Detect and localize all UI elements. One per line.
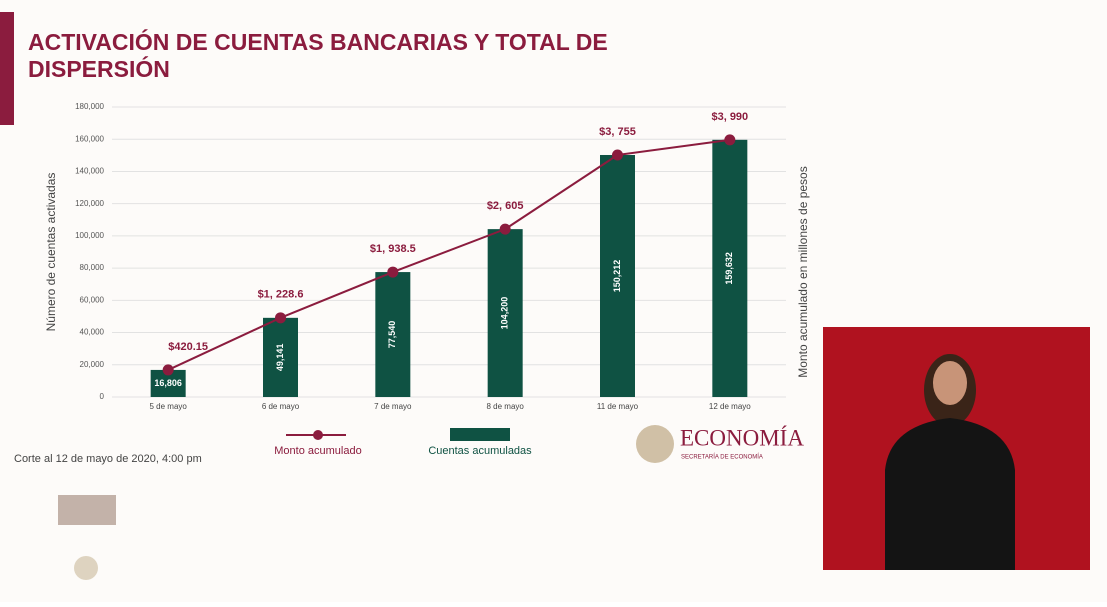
logo-seal [74, 556, 98, 580]
line [167, 138, 730, 371]
x-tick-label: 12 de mayo [709, 402, 751, 411]
bar-value-label: 104,200 [500, 297, 510, 330]
x-tick-label: 11 de mayo [597, 402, 639, 411]
bar-value-label: 150,212 [612, 260, 622, 293]
line-point [724, 134, 736, 146]
line-value-label: $3, 990 [711, 111, 748, 123]
brand-name: ECONOMÍA [680, 425, 804, 450]
title: ACTIVACIÓN DE CUENTAS BANCARIAS Y TOTAL … [28, 28, 608, 55]
face [933, 361, 967, 405]
legend-label: Monto acumulado [274, 445, 361, 457]
bar [600, 154, 635, 397]
title-line2: DISPERSIÓN [28, 55, 170, 82]
y-tick-label: 20,000 [80, 360, 105, 369]
y-tick-label: 40,000 [80, 328, 105, 337]
bar-value-label: 16,806 [154, 378, 182, 388]
title-text-wrap: DISPERSIÓN [28, 55, 170, 82]
line-point [499, 223, 511, 235]
line-point [387, 266, 399, 278]
y-axis-title: Número de cuentas activadas [44, 173, 58, 332]
accent-bar [0, 12, 14, 125]
chart: 0 20,000 40,000 60,000 80,000 100,000 120,000 1… [44, 102, 810, 457]
brand-logo: ECONOMÍA SECRETARÍA DE ECONOMÍA [636, 425, 804, 463]
logo-shape [58, 495, 116, 525]
bar-value-label: 77,540 [387, 321, 397, 349]
x-tick-label: 8 de mayo [486, 402, 524, 411]
x-tick-label: 5 de mayo [149, 402, 187, 411]
footnote: Corte al 12 de mayo de 2020, 4:00 pm [14, 453, 202, 465]
line-value-label: $2, 605 [487, 200, 524, 212]
legend-marker [313, 430, 323, 440]
line-point [612, 149, 623, 161]
y-tick-label: 120,000 [75, 199, 104, 208]
y-tick-label: 60,000 [80, 295, 105, 304]
footer-logo [58, 495, 116, 580]
x-tick-label: 7 de mayo [374, 402, 412, 411]
line-point [162, 364, 174, 376]
bar [375, 272, 411, 397]
x-tick-label: 6 de mayo [262, 402, 300, 411]
brand-subtitle: SECRETARÍA DE ECONOMÍA [681, 454, 763, 461]
line-value-label: $1, 938.5 [370, 243, 416, 255]
y-tick-label: 0 [100, 392, 105, 401]
legend-label: Cuentas acumuladas [428, 445, 532, 457]
bar [263, 317, 298, 397]
y-tick-label: 80,000 [80, 263, 105, 272]
bar-value-label: 159,632 [724, 252, 734, 285]
y-tick-label: 160,000 [75, 134, 104, 143]
y-tick-label: 140,000 [75, 167, 104, 176]
bar [712, 139, 748, 397]
line-value-label: $3, 755 [599, 126, 636, 138]
legend-swatch [450, 428, 510, 441]
bar [487, 229, 523, 397]
line-value-label: $1, 228.6 [258, 289, 304, 301]
bar-value-label: 49,141 [275, 344, 285, 372]
interpreter-video [823, 327, 1090, 570]
line-value-label: $420.15 [168, 341, 208, 353]
y-tick-label: 180,000 [75, 102, 104, 111]
body [885, 418, 1015, 570]
seal [636, 425, 674, 463]
line-point [275, 312, 286, 324]
y2-axis-title: Monto acumulado en millones de pesos [796, 166, 810, 377]
title-text: ACTIVACIÓN DE CUENTAS BANCARIAS Y TOTAL … [28, 28, 608, 55]
y-tick-label: 100,000 [75, 231, 104, 240]
